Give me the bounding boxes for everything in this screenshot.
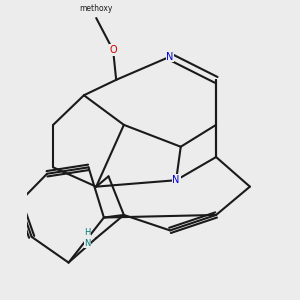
Text: N: N <box>172 175 180 185</box>
Text: methoxy: methoxy <box>80 4 113 13</box>
Text: H
N: H N <box>84 228 91 248</box>
Text: N: N <box>166 52 174 62</box>
Text: O: O <box>109 45 117 55</box>
